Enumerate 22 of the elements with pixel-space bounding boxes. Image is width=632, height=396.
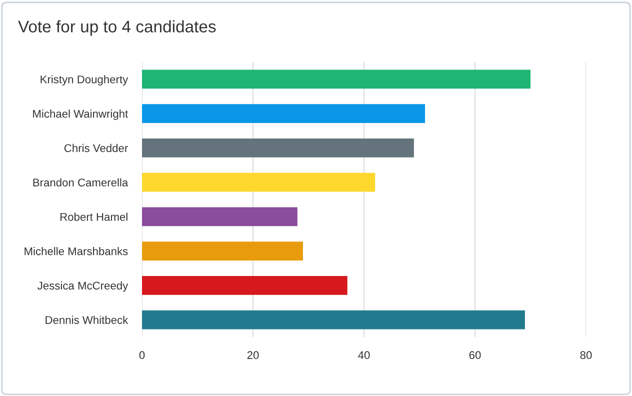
x-tick-label: 80 [580, 351, 592, 360]
y-tick-label: Michael Wainwright [33, 110, 128, 120]
y-tick-label: Jessica McCreedy [38, 281, 128, 292]
y-tick-label: Dennis Whitbeck [46, 316, 128, 324]
bar [142, 310, 525, 330]
y-tick-label: Kristyn Dougherty [40, 75, 128, 86]
bar [142, 276, 348, 295]
bar [142, 242, 303, 261]
chart-title: Vote for up to 4 candidates [18, 20, 216, 36]
x-tick-label: 0 [139, 351, 145, 360]
bar [142, 70, 530, 89]
x-tick-label: 40 [358, 351, 370, 360]
y-tick-label: Robert Hamel [60, 212, 128, 221]
y-tick-label: Michelle Marshbanks [24, 247, 128, 256]
y-tick-label: Brandon Camerella [33, 178, 128, 186]
y-tick-label: Chris Vedder [64, 144, 128, 152]
x-tick-label: 60 [469, 351, 481, 360]
bar [142, 104, 426, 124]
bar [142, 172, 376, 192]
bar [142, 138, 414, 158]
bar [142, 207, 298, 226]
x-tick-label: 20 [247, 351, 259, 360]
